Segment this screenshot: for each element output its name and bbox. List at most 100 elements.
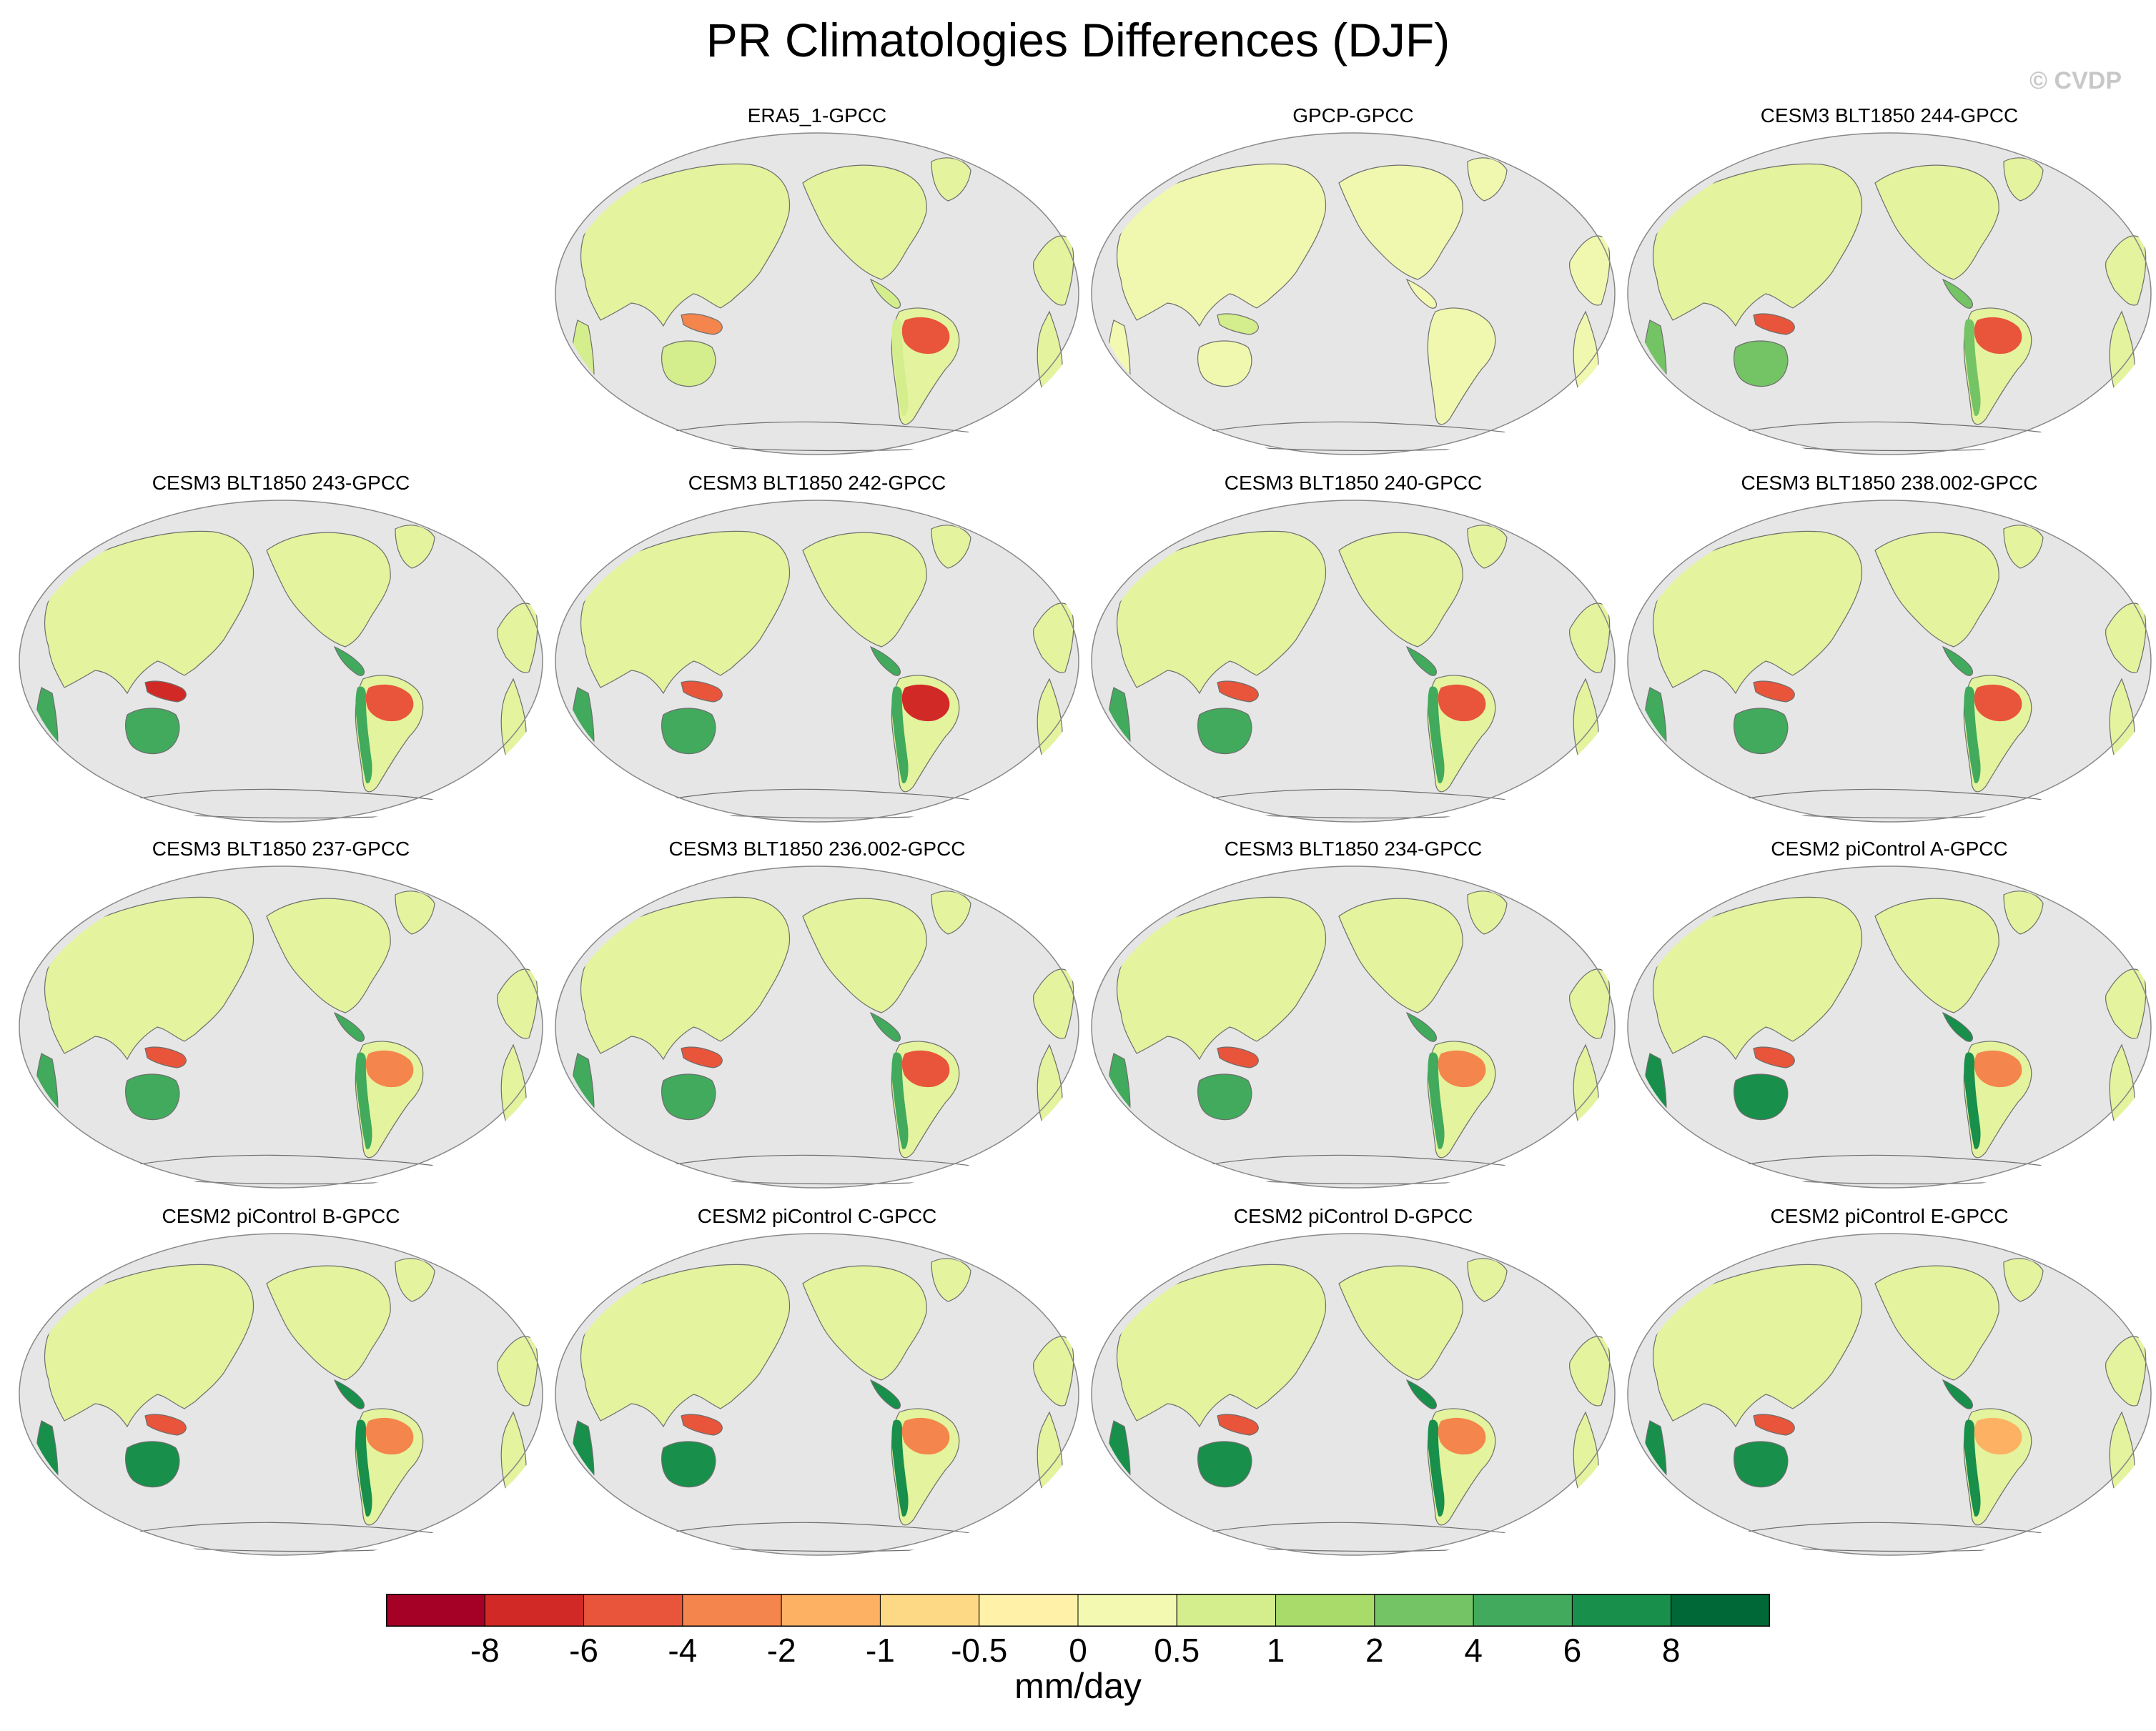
maritime-continent-land bbox=[1753, 1046, 1795, 1068]
colorbar-swatch bbox=[386, 1594, 485, 1627]
greenland-land bbox=[2003, 891, 2044, 935]
map-panel: CESM3 BLT1850 242-GPCC bbox=[549, 472, 1085, 829]
panel-title: CESM3 BLT1850 234-GPCC bbox=[1224, 838, 1483, 860]
eurasia-land bbox=[1116, 896, 1327, 1061]
north-america-land bbox=[1338, 532, 1463, 648]
map-border bbox=[555, 132, 1079, 455]
amazon-anomaly bbox=[1438, 1417, 1486, 1455]
maritime-continent-land bbox=[681, 1046, 723, 1068]
colorbar-tick-label: 6 bbox=[1563, 1632, 1582, 1669]
map-border bbox=[1091, 500, 1616, 823]
andes-anomaly bbox=[1964, 319, 1981, 416]
figure-title: PR Climatologies Differences (DJF) bbox=[706, 14, 1450, 66]
world-map bbox=[19, 1233, 543, 1556]
andes-anomaly bbox=[1428, 686, 1445, 783]
panel-title: ERA5_1-GPCC bbox=[747, 104, 887, 127]
panel-title: CESM2 piControl E-GPCC bbox=[1770, 1205, 2009, 1227]
antarctica-coastline bbox=[1741, 421, 2059, 452]
colorbar-tick-label: 0 bbox=[1069, 1632, 1087, 1669]
panel-title: CESM3 BLT1850 243-GPCC bbox=[152, 472, 410, 494]
amazon-anomaly bbox=[901, 317, 950, 354]
antarctica-coastline bbox=[668, 1154, 987, 1185]
colorbar-tick-label: -2 bbox=[766, 1632, 796, 1669]
andes-anomaly bbox=[1964, 1419, 1981, 1517]
maritime-continent-land bbox=[1217, 680, 1259, 703]
central-america-land bbox=[1942, 1011, 1973, 1042]
north-america-land bbox=[266, 898, 391, 1013]
panel-title: CESM3 BLT1850 238.002-GPCC bbox=[1741, 472, 2038, 494]
europe-land-east bbox=[1033, 602, 1074, 673]
colorbar-units-label: mm/day bbox=[1014, 1666, 1142, 1706]
antarctica-coastline bbox=[1205, 1154, 1523, 1185]
maritime-continent-land bbox=[1753, 313, 1795, 335]
colorbar-swatch bbox=[879, 1594, 980, 1627]
europe-land-east bbox=[1033, 235, 1074, 306]
map-panel: CESM3 BLT1850 243-GPCC bbox=[13, 472, 549, 829]
amazon-anomaly bbox=[365, 1417, 414, 1455]
eurasia-land bbox=[44, 1264, 254, 1428]
amazon-anomaly bbox=[901, 1050, 950, 1088]
eurasia-land bbox=[1652, 530, 1863, 695]
world-map bbox=[555, 500, 1079, 823]
andes-anomaly bbox=[1964, 1052, 1981, 1149]
map-panel: CESM3 BLT1850 244-GPCC bbox=[1621, 104, 2156, 462]
north-america-land bbox=[266, 532, 391, 648]
panel-title: CESM3 BLT1850 236.002-GPCC bbox=[668, 838, 966, 860]
world-map bbox=[1627, 866, 2152, 1189]
australia-land bbox=[1197, 1073, 1252, 1121]
north-america-land bbox=[1874, 164, 1999, 280]
central-america-land bbox=[869, 1379, 901, 1409]
central-america-land bbox=[869, 1011, 901, 1042]
amazon-anomaly bbox=[1438, 1050, 1486, 1088]
greenland-land bbox=[1467, 157, 1508, 202]
maritime-continent-land bbox=[681, 313, 723, 335]
central-america-land bbox=[1405, 1011, 1437, 1042]
map-border bbox=[1627, 500, 2152, 823]
map-border bbox=[19, 1233, 543, 1556]
map-panel: CESM3 BLT1850 236.002-GPCC bbox=[549, 838, 1085, 1195]
world-map bbox=[1627, 132, 2152, 455]
colorbar-tick-label: -8 bbox=[470, 1632, 500, 1669]
panel-title: GPCP-GPCC bbox=[1292, 104, 1414, 127]
map-border bbox=[1627, 1233, 2152, 1556]
eurasia-land bbox=[580, 163, 791, 327]
greenland-land bbox=[395, 525, 435, 569]
australia-land bbox=[1197, 1441, 1252, 1488]
andes-anomaly bbox=[891, 1419, 909, 1517]
world-map bbox=[555, 1233, 1079, 1556]
world-map bbox=[19, 500, 543, 823]
eurasia-land bbox=[580, 530, 791, 695]
amazon-anomaly bbox=[1974, 684, 2022, 722]
maritime-continent-land bbox=[1753, 1414, 1795, 1436]
colorbar-swatch bbox=[1571, 1594, 1672, 1627]
colorbar bbox=[386, 1594, 1770, 1627]
australia-land bbox=[1197, 708, 1252, 755]
north-america-land bbox=[802, 164, 927, 280]
map-panel: CESM3 BLT1850 237-GPCC bbox=[13, 838, 549, 1195]
panel-title: CESM3 BLT1850 240-GPCC bbox=[1224, 472, 1483, 494]
north-america-land bbox=[802, 1265, 927, 1381]
eurasia-land bbox=[1652, 1264, 1863, 1428]
central-america-land bbox=[1405, 278, 1437, 309]
greenland-land bbox=[931, 1258, 971, 1302]
colorbar-swatch bbox=[583, 1594, 683, 1627]
amazon-anomaly bbox=[1974, 1417, 2022, 1455]
eurasia-land bbox=[44, 896, 254, 1061]
world-map bbox=[1627, 1233, 2152, 1556]
north-america-land bbox=[1338, 1265, 1463, 1381]
australia-land bbox=[125, 1073, 180, 1121]
cvdp-watermark: © CVDP bbox=[2029, 67, 2122, 94]
australia-land bbox=[125, 708, 180, 755]
antarctica-coastline bbox=[668, 421, 987, 452]
maritime-continent-land bbox=[144, 1414, 187, 1436]
central-america-land bbox=[333, 1379, 365, 1409]
andes-anomaly bbox=[355, 1052, 372, 1149]
maritime-continent-land bbox=[681, 1414, 723, 1436]
eurasia-land bbox=[1652, 163, 1863, 327]
colorbar-tick-label: 2 bbox=[1365, 1632, 1384, 1669]
colorbar-tick-label: -4 bbox=[668, 1632, 698, 1669]
antarctica-coastline bbox=[1205, 1522, 1523, 1552]
central-america-land bbox=[1405, 1379, 1437, 1409]
europe-land-east bbox=[497, 602, 538, 673]
europe-land-east bbox=[2105, 602, 2147, 673]
